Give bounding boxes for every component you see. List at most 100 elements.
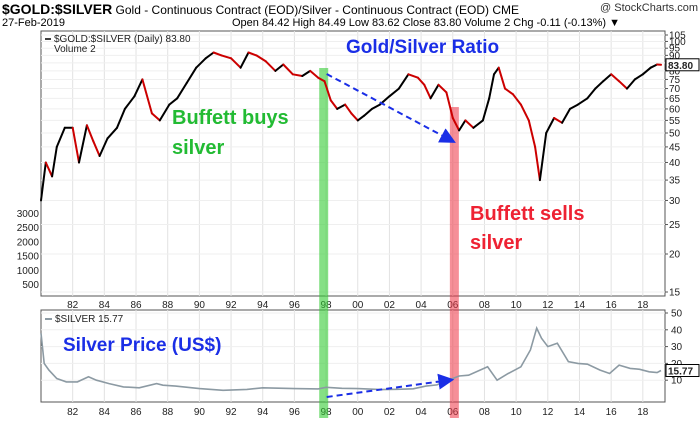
ratio-y-tick-label: 60 bbox=[669, 104, 681, 115]
ratio-y-tick-label: 30 bbox=[669, 196, 681, 207]
date-label: 27-Feb-2019 bbox=[2, 17, 65, 29]
ratio-y-tick-label: 90 bbox=[669, 51, 681, 62]
ratio-line-segment bbox=[458, 119, 467, 132]
ratio-line-segment bbox=[481, 97, 491, 122]
silver-rise-arrow bbox=[326, 373, 455, 398]
silver-y-tick-label: 40 bbox=[671, 325, 683, 336]
ratio-last-value-label: 83.80 bbox=[668, 61, 693, 72]
ratio-line-segment bbox=[282, 63, 294, 76]
ratio-line-segment bbox=[488, 73, 495, 100]
symbol-description: Gold - Continuous Contract (EOD)/Silver … bbox=[115, 3, 490, 17]
ratio-line-segment bbox=[220, 54, 233, 60]
ratio-line-segment bbox=[51, 145, 58, 178]
ratio-x-tick-label: 10 bbox=[511, 300, 523, 311]
silver-x-tick-label: 16 bbox=[606, 407, 618, 418]
ratio-line-segment bbox=[519, 103, 530, 122]
ratio-line-segment bbox=[423, 83, 432, 100]
ratio-y-tick-label: 100 bbox=[669, 37, 686, 48]
ratio-y-tick-label: 40 bbox=[669, 158, 681, 169]
ratio-x-tick-label: 08 bbox=[479, 300, 491, 311]
silver-x-tick-label: 86 bbox=[130, 407, 142, 418]
buffett-sell-band bbox=[449, 107, 459, 418]
ratio-y-tick-label: 80 bbox=[669, 66, 681, 77]
ratio-x-tick-label: 12 bbox=[542, 300, 554, 311]
ratio-line-segment bbox=[116, 107, 126, 129]
silver-last-value-box bbox=[665, 364, 700, 378]
ratio-y-tick-label: 50 bbox=[669, 128, 681, 139]
ratio-line-segment bbox=[497, 66, 506, 90]
silver-x-tick-label: 84 bbox=[99, 407, 111, 418]
ratio-line-segment bbox=[185, 66, 198, 84]
ratio-line-segment bbox=[388, 87, 400, 98]
volume-legend-entry: Volume 2 bbox=[54, 44, 96, 55]
silver-x-tick-label: 00 bbox=[352, 407, 364, 418]
ratio-line-segment bbox=[195, 57, 207, 69]
silver-x-tick-label: 02 bbox=[384, 407, 396, 418]
ratio-line-segment bbox=[451, 117, 461, 132]
silver-x-tick-label: 18 bbox=[637, 407, 649, 418]
ratio-line-segment bbox=[504, 87, 514, 96]
volume-tick-label: 3000 bbox=[17, 209, 40, 220]
ratio-y-tick-label: 70 bbox=[669, 84, 681, 95]
ratio-line-segment bbox=[336, 103, 347, 110]
ratio-line-segment bbox=[247, 51, 258, 57]
ratio-line-segment bbox=[371, 103, 381, 110]
silver-x-tick-label: 04 bbox=[416, 407, 428, 418]
ratio-line-segment bbox=[512, 93, 522, 106]
ratio-line-segment bbox=[150, 112, 161, 122]
exchange-label: CME bbox=[492, 3, 520, 17]
ratio-line-segment bbox=[239, 51, 250, 69]
ratio-line-segment bbox=[356, 114, 366, 122]
ratio-decline-arrow bbox=[326, 73, 456, 143]
ratio-x-tick-label: 14 bbox=[574, 300, 586, 311]
symbol-label: $GOLD:$SILVER bbox=[2, 1, 113, 17]
ratio-line-segment bbox=[538, 132, 548, 182]
silver-legend-entry: $SILVER 15.77 bbox=[55, 314, 124, 325]
ratio-line-segment bbox=[561, 107, 571, 124]
ratio-line-segment bbox=[610, 73, 621, 83]
ratio-x-tick-label: 84 bbox=[99, 300, 111, 311]
ratio-line-segment bbox=[85, 124, 95, 143]
volume-tick-label: 2000 bbox=[17, 237, 40, 248]
ratio-line-segment bbox=[98, 137, 109, 157]
ratio-line-segment bbox=[40, 161, 47, 202]
ratio-y-tick-label: 65 bbox=[669, 94, 681, 105]
silver-x-tick-label: 92 bbox=[225, 407, 237, 418]
ratio-line-segment bbox=[123, 95, 136, 110]
ratio-line-segment bbox=[472, 119, 484, 129]
ratio-line-segment bbox=[255, 54, 267, 63]
silver-x-tick-label: 82 bbox=[67, 407, 79, 418]
silver-y-tick-label: 30 bbox=[671, 342, 683, 353]
ratio-x-tick-label: 86 bbox=[130, 300, 142, 311]
ratio-x-tick-label: 04 bbox=[416, 300, 428, 311]
volume-tick-label: 1500 bbox=[17, 252, 40, 263]
ratio-x-tick-label: 94 bbox=[257, 300, 269, 311]
ratio-x-tick-label: 88 bbox=[162, 300, 174, 311]
buffett-buy-band bbox=[319, 68, 329, 418]
ratio-line-segment bbox=[437, 83, 448, 94]
silver-y-tick-label: 10 bbox=[671, 376, 683, 387]
ratio-x-tick-label: 18 bbox=[637, 300, 649, 311]
ratio-line-segment bbox=[633, 73, 644, 81]
ratio-line-segment bbox=[626, 78, 636, 90]
ratio-line-segment bbox=[158, 103, 171, 122]
ratio-line-segment bbox=[264, 60, 277, 72]
ratio-line-segment bbox=[445, 91, 454, 119]
ratio-last-value-box bbox=[665, 58, 700, 72]
ratio-line-segment bbox=[534, 145, 541, 182]
ratio-line-segment bbox=[309, 69, 320, 79]
ratio-x-tick-label: 92 bbox=[225, 300, 237, 311]
ratio-line-segment bbox=[527, 119, 537, 148]
chart-header: $GOLD:$SILVER Gold - Continuous Contract… bbox=[0, 0, 700, 31]
ratio-y-tick-label: 55 bbox=[669, 116, 681, 127]
buffett-sells-label-line1: Buffett sells bbox=[470, 203, 584, 225]
ratio-x-tick-label: 96 bbox=[289, 300, 301, 311]
volume-tick-label: 2500 bbox=[17, 223, 40, 234]
silver-x-tick-label: 14 bbox=[574, 407, 586, 418]
ratio-line-segment bbox=[493, 66, 500, 76]
ratio-y-tick-label: 20 bbox=[669, 250, 681, 261]
ratio-y-tick-label: 105 bbox=[669, 31, 686, 42]
ratio-line-segment bbox=[78, 124, 88, 164]
ratio-x-tick-label: 16 bbox=[606, 300, 618, 311]
ratio-line-segment bbox=[618, 80, 628, 90]
